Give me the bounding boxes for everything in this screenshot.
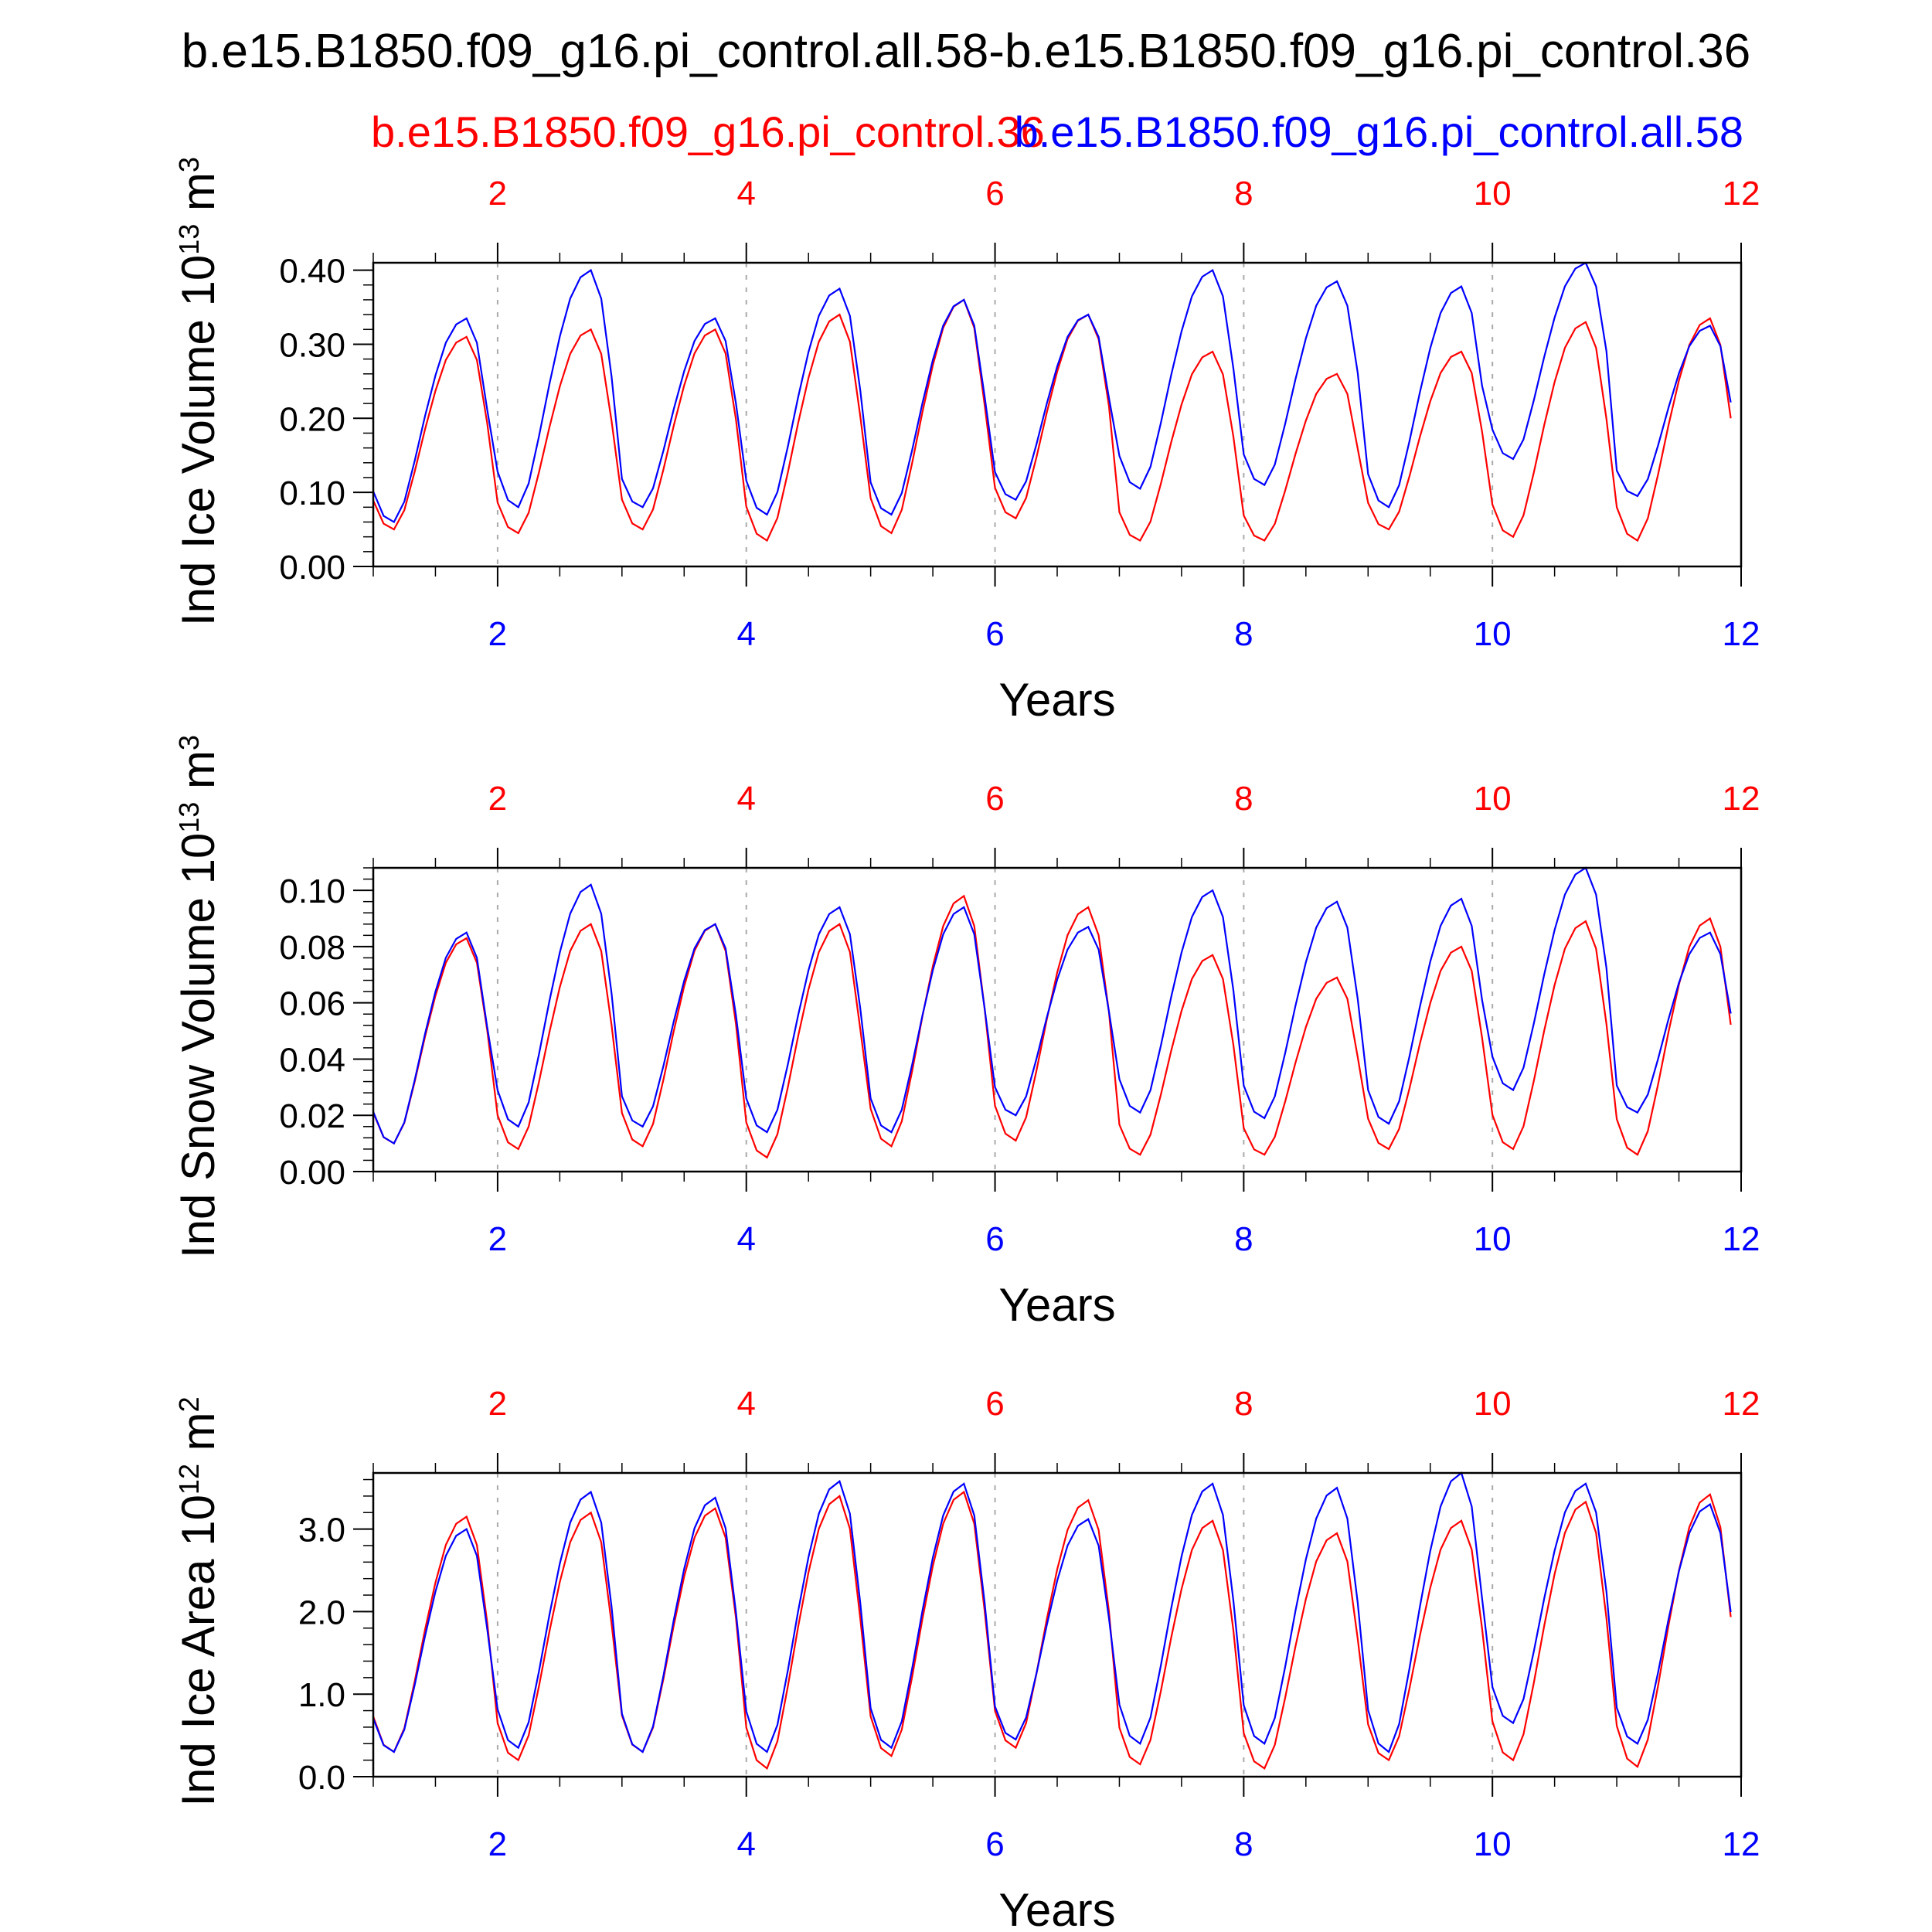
- x-tick-label-bottom: 12: [1723, 1825, 1760, 1863]
- panel-3: 0.0 1.0 2.0 3.0 2 4 6 8 10 12 2 4 6 8 10 12 Years Ind Ice…: [172, 1385, 1760, 1932]
- plot-frame: [372, 1471, 1743, 1778]
- x-axis-label: Years: [998, 674, 1115, 726]
- y-tick-label: 2.0: [298, 1594, 345, 1631]
- x-tick-label-bottom: 4: [736, 1825, 755, 1863]
- x-tick-label-top: 6: [985, 1385, 1004, 1423]
- x-tick-label-bottom: 8: [1234, 1825, 1253, 1863]
- y-axis-label-superscript: 3: [173, 735, 205, 750]
- y-axis-label: Ind Ice Volume 1013 m3: [172, 157, 224, 626]
- x-tick-label-bottom: 10: [1474, 1825, 1512, 1863]
- x-tick-label-top: 8: [1234, 1385, 1253, 1423]
- x-tick-label-bottom: 12: [1723, 615, 1760, 653]
- plot-frame: [372, 261, 1743, 568]
- y-tick-label: 0.00: [279, 1154, 345, 1192]
- series-line-red: [372, 894, 1732, 1159]
- x-tick-label-top: 6: [985, 780, 1004, 818]
- y-axis-label: Ind Snow Volume 1013 m3: [172, 735, 224, 1258]
- x-tick-label-bottom: 2: [488, 1825, 507, 1863]
- x-tick-label-bottom: 8: [1234, 1220, 1253, 1258]
- y-axis-label-part: Ind Snow Volume 10: [172, 833, 224, 1258]
- y-tick-label: 3.0: [298, 1512, 345, 1549]
- x-tick-label-bottom: 4: [736, 615, 755, 653]
- y-tick-label: 0.20: [279, 400, 345, 438]
- y-axis-label-superscript: 12: [173, 1464, 205, 1495]
- y-tick-label: 1.0: [298, 1676, 345, 1714]
- y-tick-label: 0.00: [279, 549, 345, 587]
- x-tick-label-bottom: 2: [488, 615, 507, 653]
- x-tick-label-top: 12: [1723, 780, 1760, 818]
- x-tick-label-top: 4: [736, 175, 755, 213]
- y-tick-label: 0.40: [279, 253, 345, 291]
- x-axis-label: Years: [998, 1884, 1115, 1932]
- y-tick-label: 0.30: [279, 326, 345, 364]
- series-line-red: [372, 298, 1732, 543]
- x-tick-label-top: 2: [488, 1385, 507, 1423]
- x-tick-label-top: 12: [1723, 1385, 1760, 1423]
- y-axis-label-superscript: 13: [173, 802, 205, 833]
- plot-frame: [372, 866, 1743, 1173]
- x-tick-label-bottom: 8: [1234, 615, 1253, 653]
- y-axis-label: Ind Ice Area 1012 m2: [172, 1396, 224, 1806]
- x-tick-label-top: 10: [1474, 780, 1512, 818]
- x-tick-label-top: 4: [736, 1385, 755, 1423]
- panel-1: 0.00 0.10 0.20 0.30 0.40 2 4 6 8 10 12 2 4 6 8 10 12 Year…: [172, 157, 1760, 726]
- series-line-blue: [372, 261, 1732, 524]
- legend-blue: b.e15.B1850.f09_g16.pi_control.all.58: [1015, 107, 1743, 156]
- series-line-blue: [372, 1471, 1732, 1753]
- x-tick-label-bottom: 10: [1474, 1220, 1512, 1258]
- x-tick-label-bottom: 10: [1474, 615, 1512, 653]
- x-tick-label-top: 2: [488, 175, 507, 213]
- series-line-red: [372, 1490, 1732, 1770]
- x-tick-label-top: 8: [1234, 175, 1253, 213]
- x-tick-label-top: 12: [1723, 175, 1760, 213]
- y-axis-label-part: Ind Ice Area 10: [172, 1495, 224, 1807]
- x-axis-label: Years: [998, 1279, 1115, 1331]
- x-tick-label-top: 2: [488, 780, 507, 818]
- y-tick-label: 0.04: [279, 1041, 345, 1079]
- x-tick-label-bottom: 12: [1723, 1220, 1760, 1258]
- x-tick-label-top: 8: [1234, 780, 1253, 818]
- y-tick-label: 0.02: [279, 1097, 345, 1135]
- x-tick-label-bottom: 2: [488, 1220, 507, 1258]
- y-axis-label-superscript: 2: [173, 1396, 205, 1412]
- y-axis-label-part: m: [172, 1412, 224, 1464]
- x-tick-label-bottom: 6: [985, 1825, 1004, 1863]
- x-tick-label-top: 4: [736, 780, 755, 818]
- y-tick-label: 0.10: [279, 872, 345, 910]
- legend-red: b.e15.B1850.f09_g16.pi_control.36: [371, 107, 1045, 156]
- y-tick-label: 0.08: [279, 929, 345, 967]
- y-axis-label-part: Ind Ice Volume 10: [172, 255, 224, 626]
- y-tick-label: 0.06: [279, 985, 345, 1023]
- y-axis-label-part: m: [172, 172, 224, 224]
- series-line-blue: [372, 866, 1732, 1145]
- x-tick-label-top: 10: [1474, 175, 1512, 213]
- y-axis-label-superscript: 3: [173, 157, 205, 172]
- x-tick-label-bottom: 6: [985, 615, 1004, 653]
- panels: 0.00 0.10 0.20 0.30 0.40 2 4 6 8 10 12 2 4 6 8 10 12 Year…: [172, 157, 1760, 1932]
- panel-2: 0.00 0.02 0.04 0.06 0.08 0.10 2 4 6 8 10 12 2 4 6 8 10 12…: [172, 735, 1760, 1331]
- y-tick-label: 0.0: [298, 1759, 345, 1797]
- figure-title: b.e15.B1850.f09_g16.pi_control.all.58-b.…: [182, 25, 1750, 78]
- y-axis-label-superscript: 13: [173, 224, 205, 255]
- y-axis-label-part: m: [172, 750, 224, 802]
- x-tick-label-bottom: 6: [985, 1220, 1004, 1258]
- y-tick-label: 0.10: [279, 474, 345, 512]
- x-tick-label-top: 6: [985, 175, 1004, 213]
- x-tick-label-bottom: 4: [736, 1220, 755, 1258]
- x-tick-label-top: 10: [1474, 1385, 1512, 1423]
